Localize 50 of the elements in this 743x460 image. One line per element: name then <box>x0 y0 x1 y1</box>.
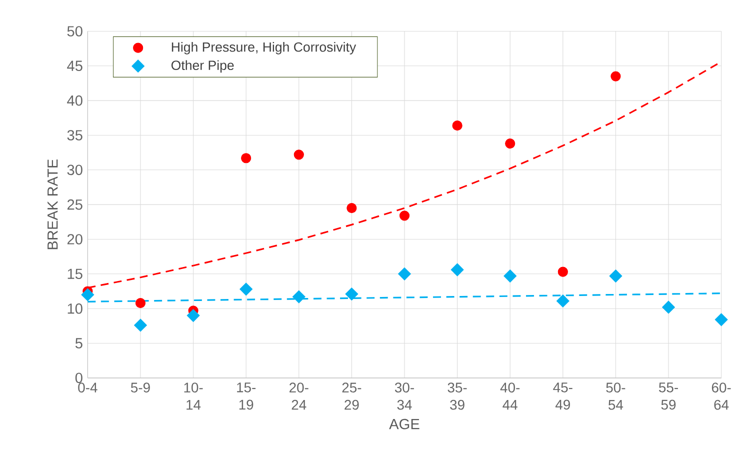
x-tick-label: 10-14 <box>184 382 203 410</box>
y-tick-label: 5 <box>75 338 82 348</box>
x-tick-label: 40-44 <box>500 382 520 410</box>
x-tick-label: 45-49 <box>553 382 572 410</box>
x-tick-label: 55-59 <box>658 382 678 410</box>
y-tick-label: 40 <box>67 95 82 106</box>
x-tick-label: 5-9 <box>130 382 150 392</box>
point <box>346 202 357 213</box>
point <box>398 267 411 280</box>
point <box>345 287 358 300</box>
point <box>504 269 517 282</box>
point <box>240 282 253 296</box>
x-tick-label: 0-4 <box>78 382 98 392</box>
y-tick-label: 45 <box>67 60 82 71</box>
y-tick-label: 15 <box>68 268 82 279</box>
point <box>610 71 621 82</box>
y-tick-label: 0 <box>75 372 82 383</box>
x-axis-title: AGE <box>389 418 420 430</box>
point <box>399 210 410 221</box>
point <box>292 290 306 304</box>
x-tick-label: 50-54 <box>606 382 626 410</box>
point <box>241 152 252 164</box>
y-tick-label: 10 <box>68 303 82 314</box>
point <box>714 313 728 326</box>
point <box>450 263 464 276</box>
x-tick-label: 20-24 <box>290 382 308 410</box>
y-tick-label: 50 <box>67 26 82 36</box>
y-axis-title: BREAK RATE <box>48 159 58 249</box>
point <box>558 266 568 277</box>
y-tick-label: 20 <box>67 234 82 244</box>
legend-label: Other Pipe <box>171 60 234 72</box>
y-tick-label: 25 <box>67 199 82 210</box>
x-tick-label: 15-19 <box>237 382 256 410</box>
y-tick-label: 30 <box>67 164 82 175</box>
point <box>294 149 304 160</box>
point <box>186 308 200 322</box>
point <box>662 300 675 314</box>
point <box>505 138 516 148</box>
point <box>81 288 94 302</box>
y-tick-label: 35 <box>67 130 82 140</box>
point <box>134 318 147 332</box>
point <box>556 294 570 308</box>
point <box>609 269 622 282</box>
x-tick-label: 25-29 <box>342 382 362 410</box>
x-tick-label: 30-34 <box>394 382 414 410</box>
legend-label: High Pressure, High Corrosivity <box>172 42 356 54</box>
point <box>135 298 146 308</box>
x-tick-label: 35-39 <box>448 382 467 410</box>
point <box>452 120 462 130</box>
x-tick-label: 60-64 <box>712 382 731 410</box>
